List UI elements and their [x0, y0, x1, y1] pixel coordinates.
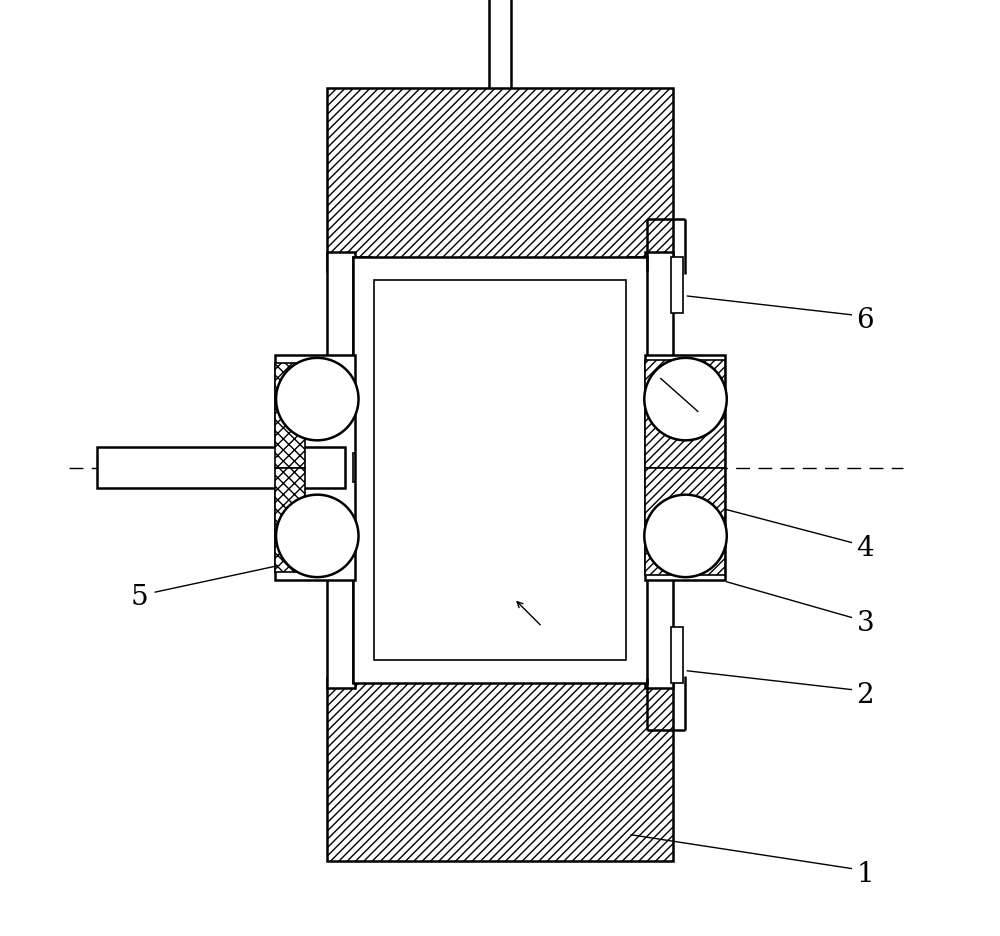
- Bar: [327, 89, 673, 271]
- Bar: [645, 253, 673, 688]
- Bar: [353, 453, 355, 483]
- Bar: [353, 257, 372, 683]
- Text: 6: 6: [857, 307, 874, 333]
- Bar: [275, 356, 355, 580]
- Circle shape: [276, 358, 359, 441]
- Bar: [645, 356, 725, 580]
- Bar: [275, 468, 305, 573]
- Text: 5: 5: [130, 584, 148, 610]
- Bar: [275, 363, 305, 468]
- Circle shape: [644, 495, 727, 578]
- Text: 4: 4: [857, 534, 874, 561]
- Bar: [327, 679, 673, 861]
- Text: 3: 3: [857, 609, 874, 636]
- Bar: [671, 627, 683, 683]
- Bar: [374, 281, 626, 660]
- Bar: [645, 360, 725, 468]
- Bar: [327, 253, 355, 688]
- Bar: [671, 257, 683, 314]
- Bar: [645, 468, 725, 576]
- Text: 1: 1: [857, 860, 874, 886]
- Bar: [353, 257, 647, 683]
- Circle shape: [644, 358, 727, 441]
- Bar: [645, 453, 647, 483]
- Bar: [97, 447, 345, 489]
- Text: 2: 2: [857, 681, 874, 708]
- Circle shape: [276, 495, 359, 578]
- Bar: [628, 257, 647, 683]
